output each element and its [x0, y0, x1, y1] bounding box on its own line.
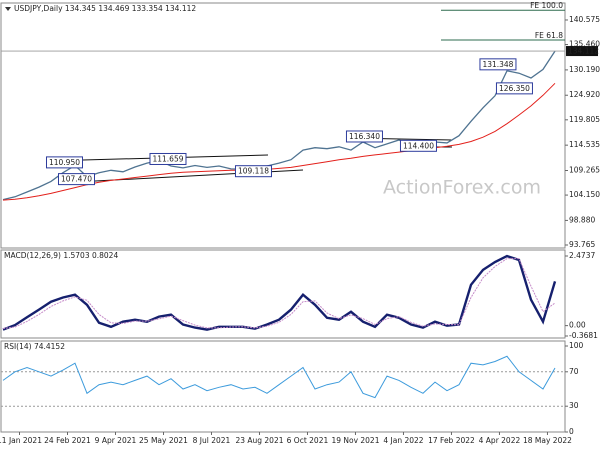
y-tick-label: -0.3681	[569, 331, 598, 340]
x-tick-label: 19 Nov 2021	[331, 436, 379, 445]
fe-label: FE 100.0	[530, 1, 563, 10]
price-annotation-box	[479, 58, 517, 71]
x-tick-label: 11 Jan 2021	[0, 436, 42, 445]
price-annotation-box	[149, 152, 187, 165]
x-tick-label: 9 Apr 2021	[95, 436, 137, 445]
menu-arrow	[5, 7, 11, 11]
x-tick-label: 6 Oct 2021	[287, 436, 329, 445]
price-annotation-box	[495, 82, 533, 95]
x-tick-label: 4 Jan 2022	[383, 436, 423, 445]
price-annotation: 109.118	[238, 167, 269, 176]
y-tick-label: 109.265	[569, 165, 600, 174]
y-tick-label: 124.920	[569, 90, 600, 99]
macd-panel	[0, 249, 566, 339]
y-tick-label: 119.805	[569, 115, 600, 124]
series-line	[2, 254, 557, 331]
y-tick-label: 0.00	[569, 321, 586, 330]
series-line	[2, 50, 556, 201]
fe-label: FE 61.8	[535, 31, 563, 40]
price-annotation: 111.659	[152, 154, 183, 163]
y-tick-label: 70	[569, 367, 579, 376]
price-annotation: 131.348	[482, 60, 513, 69]
price-annotation: 110.950	[49, 158, 80, 167]
y-tick-label: 0	[569, 427, 574, 436]
x-tick-label: 17 Feb 2022	[428, 436, 475, 445]
series-line	[2, 82, 556, 201]
price-annotation-box	[234, 165, 272, 178]
price-annotation-box	[399, 139, 437, 152]
y-tick-label: 130.190	[569, 65, 600, 74]
series-line	[2, 355, 556, 399]
x-tick-label: 8 Jul 2021	[193, 436, 231, 445]
price-annotation-box	[45, 156, 83, 169]
price-annotation: 114.400	[403, 141, 434, 150]
watermark: ActionForex.com	[383, 177, 541, 199]
price-annotation: 107.470	[61, 175, 92, 184]
y-tick-label: 104.150	[569, 190, 600, 199]
price-annotation-box	[57, 173, 95, 186]
y-tick-label: 135.460	[569, 40, 600, 49]
series-line	[2, 258, 556, 329]
y-tick-label: 30	[569, 401, 579, 410]
rsi-title: RSI(14) 74.4152	[4, 342, 65, 351]
macd-title: MACD(12,26,9) 1.5703 0.8024	[4, 251, 118, 260]
y-tick-label: 100	[569, 341, 584, 350]
last-price-box	[566, 46, 598, 57]
y-tick-label: 98.880	[569, 215, 595, 224]
y-tick-label: 2.4737	[569, 251, 595, 260]
x-tick-label: 24 Feb 2021	[44, 436, 91, 445]
x-tick-label: 4 Apr 2022	[479, 436, 521, 445]
price-annotation-box	[345, 130, 383, 143]
x-tick-label: 23 Aug 2021	[235, 436, 283, 445]
last-price-label: 134.112	[568, 47, 599, 56]
price-annotation: 126.350	[499, 84, 530, 93]
price-panel	[0, 2, 566, 249]
y-tick-label: 93.765	[569, 240, 595, 249]
price-annotation: 116.340	[349, 132, 380, 141]
y-tick-label: 140.575	[569, 15, 600, 24]
chart-title: USDJPY,Daily 134.345 134.469 133.354 134…	[14, 4, 196, 13]
rsi-panel	[0, 340, 566, 433]
y-tick-label: 114.535	[569, 140, 600, 149]
x-tick-label: 18 May 2022	[523, 436, 572, 445]
x-tick-label: 25 May 2021	[139, 436, 188, 445]
